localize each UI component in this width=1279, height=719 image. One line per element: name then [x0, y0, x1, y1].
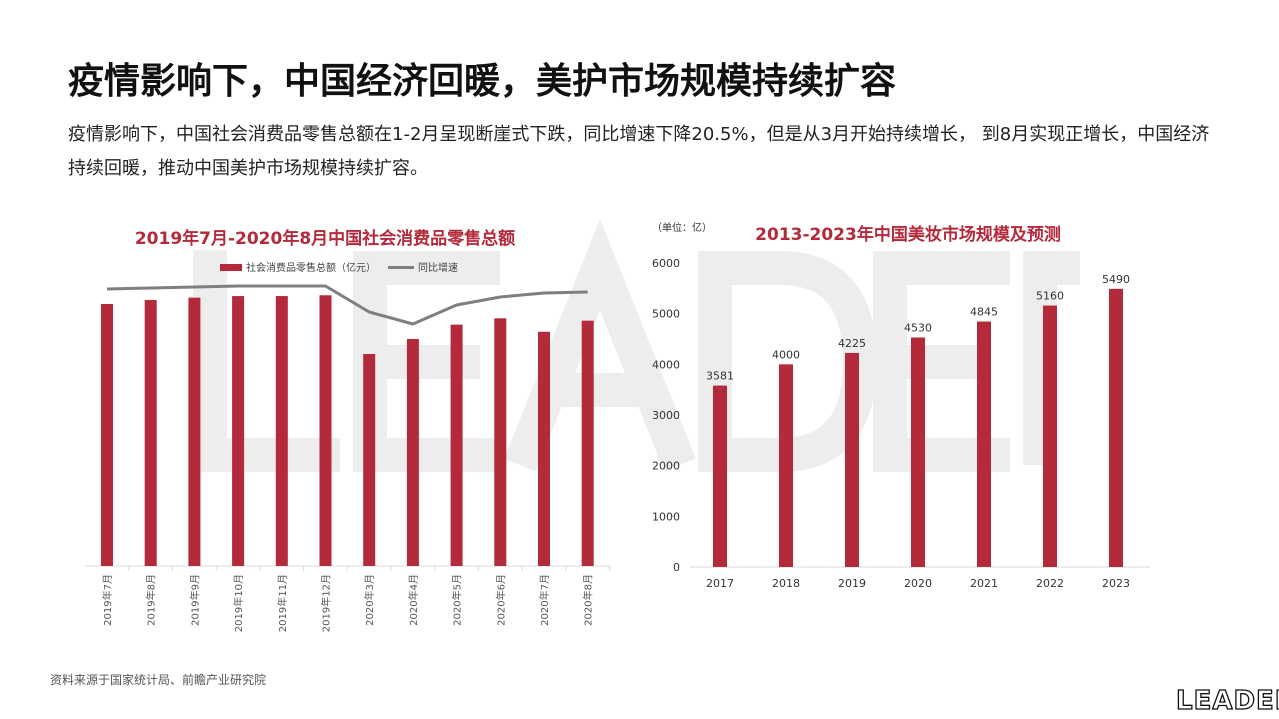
x-tick-label: 2020年7月 — [538, 574, 551, 626]
watermark-letter-r — [1023, 251, 1080, 465]
x-tick-label: 2019年11月 — [276, 574, 289, 632]
x-tick-label: 2019年7月 — [101, 574, 114, 626]
x-tick-label: 2023 — [1102, 577, 1130, 590]
market-bar — [1043, 305, 1057, 567]
legend-bar-swatch — [220, 264, 242, 271]
market-bar — [1109, 288, 1123, 567]
x-tick-label: 2020 — [904, 577, 932, 590]
retail-bar — [232, 296, 245, 566]
market-bar — [977, 321, 991, 567]
data-label: 4225 — [838, 337, 866, 350]
market-bar — [911, 337, 925, 567]
legend-bar-label: 社会消费品零售总额（亿元） — [246, 261, 376, 274]
source-note: 资料来源于国家统计局、前瞻产业研究院 — [50, 673, 267, 687]
x-tick-label: 2020年4月 — [407, 574, 420, 626]
retail-bar — [319, 295, 332, 566]
unit-label: （单位：亿） — [652, 221, 712, 234]
page-title: 疫情影响下，中国经济回暖，美护市场规模持续扩容 — [68, 61, 897, 102]
x-tick-label: 2018 — [772, 577, 800, 590]
watermark-letter-e — [353, 251, 500, 472]
x-tick-label: 2020年5月 — [451, 574, 464, 626]
data-label: 3581 — [706, 370, 734, 383]
x-tick-label: 2020年8月 — [582, 574, 595, 626]
retail-bar — [581, 320, 594, 566]
x-tick-label: 2021 — [970, 577, 998, 590]
data-label: 4845 — [970, 306, 998, 319]
x-tick-label: 2022 — [1036, 577, 1064, 590]
legend-line-label: 同比增速 — [418, 261, 458, 274]
x-tick-label: 2019 — [838, 577, 866, 590]
watermark-graphic — [193, 219, 1080, 472]
retail-bar — [363, 354, 376, 566]
beauty-chart-title: 2013-2023年中国美妆市场规模及预测 — [755, 224, 1061, 245]
x-tick-label: 2019年8月 — [145, 574, 158, 626]
retail-bar — [494, 318, 507, 566]
x-tick-label: 2017 — [706, 577, 734, 590]
watermark-letter-d — [698, 251, 878, 472]
y-tick-label: 6000 — [652, 257, 680, 270]
data-label: 4000 — [772, 348, 800, 361]
x-tick-label: 2019年9月 — [188, 574, 201, 626]
retail-bar — [188, 297, 201, 566]
leader-logo: LEADER — [1175, 686, 1279, 716]
x-tick-label: 2019年10月 — [232, 574, 245, 632]
retail-bar — [538, 331, 550, 566]
watermark-letter-e2 — [873, 251, 1010, 472]
y-tick-label: 1000 — [652, 510, 680, 523]
x-tick-label: 2019年12月 — [320, 574, 333, 632]
beauty-market-chart: （单位：亿） 2013-2023年中国美妆市场规模及预测 0 1000 2000 30… — [652, 221, 1150, 590]
retail-bar — [450, 324, 463, 566]
data-label: 4530 — [904, 321, 932, 334]
retail-bar — [101, 304, 113, 566]
y-tick-label: 3000 — [652, 409, 680, 422]
growth-rate-line — [106, 284, 588, 326]
retail-bar — [406, 338, 419, 566]
x-tick-label: 2020年3月 — [363, 574, 376, 626]
y-tick-label: 0 — [673, 561, 680, 574]
y-tick-label: 4000 — [652, 358, 680, 371]
retail-chart-title: 2019年7月-2020年8月中国社会消费品零售总额 — [135, 228, 515, 249]
page-description: 疫情影响下，中国社会消费品零售总额在1-2月呈现断崖式下跌，同比增速下降20.5… — [68, 124, 1210, 179]
data-label: 5490 — [1102, 273, 1130, 286]
x-tick-label: 2020年6月 — [494, 574, 507, 626]
market-bar — [845, 352, 859, 567]
watermark-letter-l — [193, 250, 340, 472]
y-tick-label: 2000 — [652, 460, 680, 473]
retail-sales-chart: 2019年7月-2020年8月中国社会消费品零售总额 社会消费品零售总额（亿元）… — [85, 228, 611, 632]
retail-bar — [275, 296, 288, 566]
y-tick-label: 5000 — [652, 308, 680, 321]
retail-bar — [144, 300, 157, 566]
data-label: 5160 — [1036, 290, 1064, 303]
market-bar — [779, 364, 793, 567]
market-bar — [713, 385, 727, 567]
